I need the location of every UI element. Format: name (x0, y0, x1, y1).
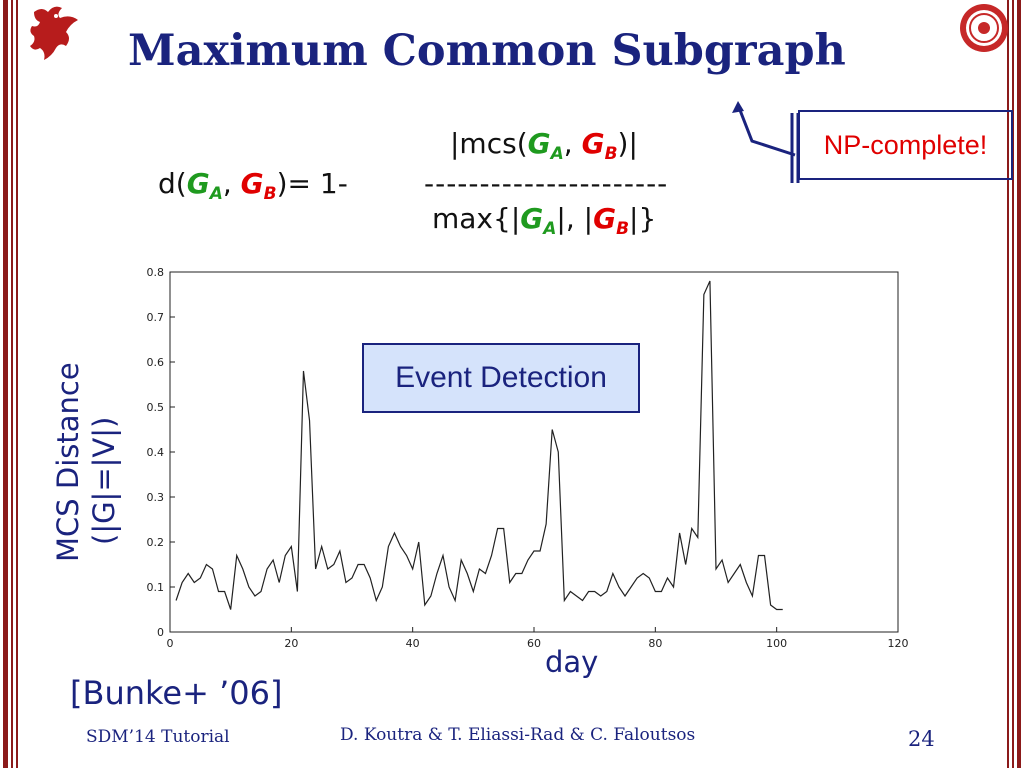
right-decorative-bars (1004, 0, 1024, 768)
fraction-bar: ---------------------- (424, 167, 669, 200)
x-tick-label: 40 (406, 637, 420, 650)
y-axis-label: MCS Distance (|G|=|V|) (48, 340, 121, 570)
x-tick-label: 0 (167, 637, 174, 650)
plot-frame (169, 271, 899, 633)
red-dragon-logo-icon (26, 2, 84, 64)
y-tick-label: 0.4 (147, 446, 165, 459)
event-detection-label: Event Detection (362, 343, 640, 413)
x-tick-label: 80 (648, 637, 662, 650)
y-tick-label: 0.3 (147, 491, 165, 504)
y-tick-label: 0.7 (147, 311, 165, 324)
rutgers-seal-logo-icon (958, 2, 1010, 54)
citation: [Bunke+ ’06] (70, 674, 283, 712)
x-tick-label: 20 (284, 637, 298, 650)
x-tick-label: 60 (527, 637, 541, 650)
formula-lhs: d(GA, GB)= 1- (158, 167, 348, 204)
formula-denominator: max{|GA|, |GB|} (432, 202, 657, 239)
x-axis-label: day (545, 645, 599, 679)
page-number: 24 (908, 727, 935, 751)
footer-venue: SDM’14 Tutorial (86, 727, 230, 747)
x-tick-label: 100 (766, 637, 787, 650)
series-line (175, 280, 783, 611)
y-tick-label: 0.2 (147, 536, 165, 549)
np-complete-callout: NP-complete! (798, 110, 1013, 180)
formula-numerator: |mcs(GA, GB)| (450, 127, 638, 164)
footer-authors: D. Koutra & T. Eliassi-Rad & C. Faloutso… (340, 725, 696, 745)
y-tick-label: 0.6 (147, 356, 165, 369)
y-tick-label: 0.8 (147, 266, 165, 279)
slide-title: Maximum Common Subgraph (128, 26, 846, 76)
left-decorative-bars (0, 0, 24, 768)
y-axis-label-line2: (|G|=|V|) (87, 417, 121, 545)
y-tick-label: 0.5 (147, 401, 165, 414)
y-axis-label-line1: MCS Distance (51, 362, 85, 562)
y-tick-label: 0 (157, 626, 164, 639)
y-tick-label: 0.1 (147, 581, 165, 594)
x-tick-label: 120 (888, 637, 909, 650)
